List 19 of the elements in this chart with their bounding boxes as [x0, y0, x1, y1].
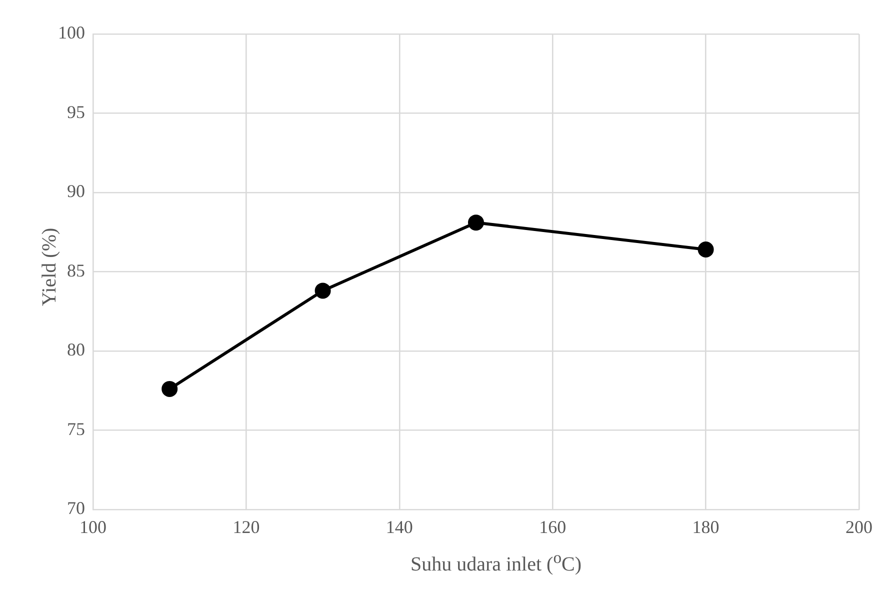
point	[162, 380, 178, 397]
y-tick-label: 95	[67, 102, 85, 122]
x-tick-label: 120	[232, 516, 260, 537]
y-tick-label: 100	[58, 22, 85, 43]
y-tick-label: 90	[67, 181, 85, 202]
point	[698, 242, 714, 258]
point	[468, 214, 484, 231]
x-tick-label: 180	[692, 516, 720, 537]
y-axis-title: Yield (%)	[38, 228, 62, 306]
x-tick-label: 200	[846, 516, 872, 537]
point	[314, 282, 331, 299]
y-tick-label: 70	[67, 498, 85, 518]
x-tick-label: 100	[80, 516, 106, 537]
y-tick-label: 85	[67, 260, 85, 280]
x-tick-label: 140	[386, 516, 413, 537]
y-tick-label: 75	[67, 418, 85, 439]
y-tick-label: 80	[67, 340, 85, 360]
x-tick-label: 160	[539, 516, 566, 537]
x-axis-title: Suhu udara inlet ($^{o}$C)	[409, 548, 583, 577]
